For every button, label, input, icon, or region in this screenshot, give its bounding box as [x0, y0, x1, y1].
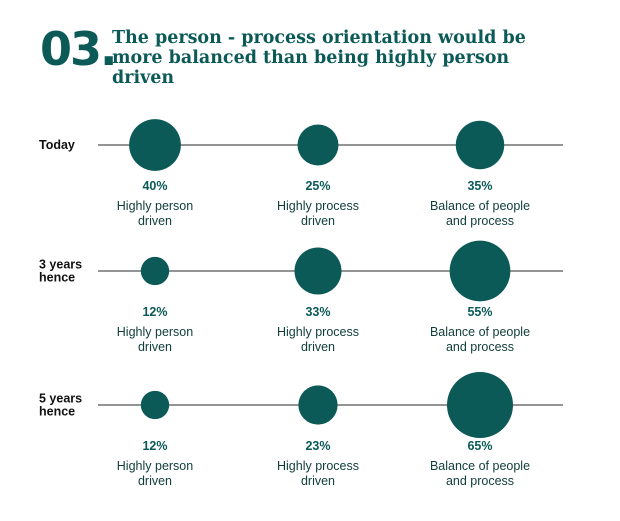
- category-label: Highly process: [277, 325, 359, 339]
- bubble: [449, 240, 511, 302]
- category-label: driven: [301, 340, 335, 354]
- category-label: driven: [138, 214, 172, 228]
- value-label: 12%: [142, 305, 167, 319]
- bubble: [140, 390, 170, 420]
- row-label: 3 years: [39, 258, 82, 272]
- row-label: hence: [39, 271, 75, 285]
- section-number: 03.: [40, 22, 117, 76]
- category-label: driven: [301, 214, 335, 228]
- value-label: 23%: [305, 439, 330, 453]
- value-label: 55%: [467, 305, 492, 319]
- value-label: 33%: [305, 305, 330, 319]
- category-label: Highly process: [277, 459, 359, 473]
- value-label: 40%: [142, 179, 167, 193]
- bubble: [294, 247, 342, 295]
- category-label: Balance of people: [430, 199, 530, 213]
- bubble: [129, 119, 181, 171]
- category-label: Balance of people: [430, 459, 530, 473]
- row-label: Today: [39, 138, 75, 152]
- category-label: Highly person: [117, 199, 193, 213]
- value-label: 25%: [305, 179, 330, 193]
- bubble: [297, 124, 339, 166]
- category-label: Highly person: [117, 325, 193, 339]
- row-label: 5 years: [39, 392, 82, 406]
- bubble: [298, 385, 338, 425]
- category-label: and process: [446, 214, 514, 228]
- category-label: driven: [138, 474, 172, 488]
- category-label: and process: [446, 340, 514, 354]
- category-label: Highly process: [277, 199, 359, 213]
- bubble: [140, 256, 170, 286]
- category-label: and process: [446, 474, 514, 488]
- value-label: 35%: [467, 179, 492, 193]
- category-label: driven: [138, 340, 172, 354]
- value-label: 65%: [467, 439, 492, 453]
- chart-title: The person - process orientation would b…: [112, 28, 526, 88]
- category-label: driven: [301, 474, 335, 488]
- bubble: [455, 120, 505, 170]
- category-label: Highly person: [117, 459, 193, 473]
- bubble: [447, 372, 513, 438]
- value-label: 12%: [142, 439, 167, 453]
- category-label: Balance of people: [430, 325, 530, 339]
- row-label: hence: [39, 405, 75, 419]
